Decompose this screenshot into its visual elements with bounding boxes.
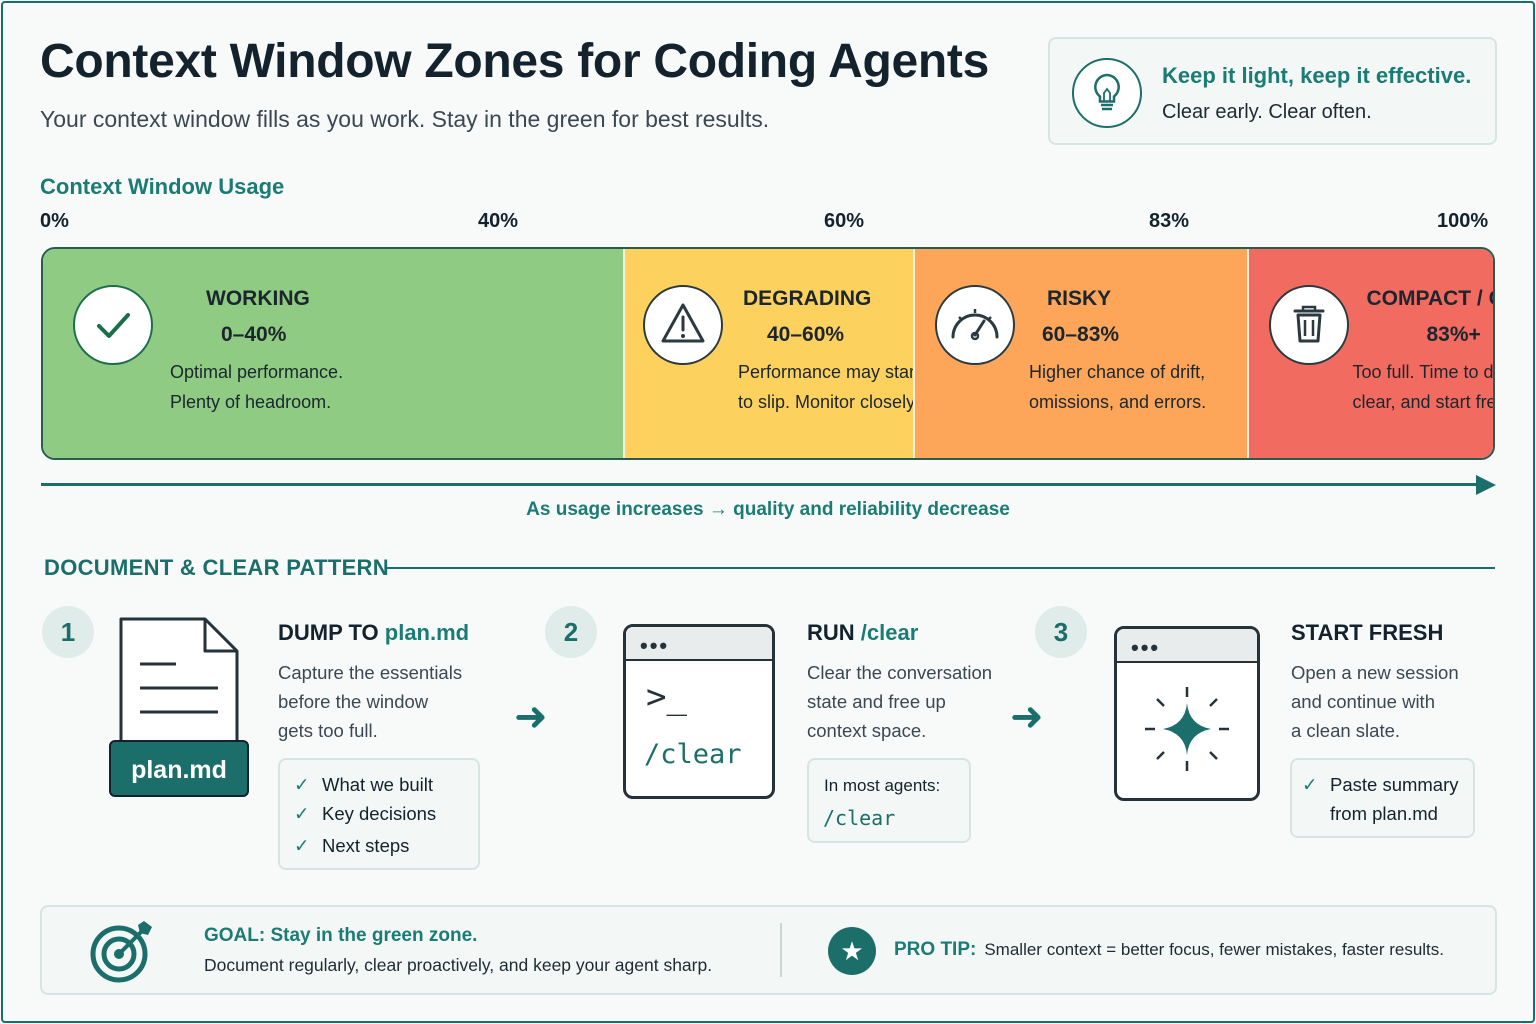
tick-label-40: 40% (478, 210, 519, 232)
zone-range: 0–40% (221, 323, 287, 346)
goal-text: Document regularly, clear proactively, a… (204, 955, 713, 975)
check-icon: ✓ (294, 803, 310, 824)
step-title-1: DUMP TO plan.md (278, 620, 470, 645)
step-number-3: 3 (1035, 606, 1087, 658)
zone-description: Performance may start to slip. Monitor cl… (738, 362, 921, 412)
terminal-prompt: >_ (646, 677, 687, 717)
checklist-item: ✓ Paste summary (1302, 774, 1459, 795)
page-subtitle: Your context window fills as you work. S… (40, 106, 770, 132)
check-icon: ✓ (294, 835, 310, 856)
section-divider (385, 567, 1495, 569)
tip-title: Keep it light, keep it effective. (1162, 63, 1472, 88)
step-description-3: Open a new session and continue with a cle… (1291, 662, 1459, 741)
checklist-item: ✓ What we built (294, 774, 434, 795)
zone-range: 40–60% (767, 323, 845, 346)
new-session-icon: ••• (1114, 626, 1260, 801)
tick-label-60: 60% (824, 210, 865, 232)
pro-tip: PRO TIP: Smaller context = better focus, … (894, 939, 1444, 961)
terminal-command: /clear (644, 739, 742, 770)
command-hint-card: In most agents: /clear (807, 758, 971, 843)
trend-caption: As usage increases → quality and reliabi… (526, 499, 1010, 520)
checklist-card: ✓ What we built ✓ Key decisions ✓ Next step… (278, 758, 480, 870)
zone-compact-clear: COMPACT / CLEAR 83%+ Too full. Time to d… (1246, 249, 1495, 458)
check-icon: ✓ (294, 774, 310, 795)
zone-description: Too full. Time to document,clear, and st… (1352, 362, 1495, 412)
zone-working: WORKING 0–40% Optimal performance. Plenty… (43, 249, 623, 458)
step-description-1: Capture the essentials before the window g… (278, 662, 463, 741)
footer-banner: GOAL: Stay in the green zone. Document r… (40, 905, 1497, 995)
checklist-item: ✓ Next steps (294, 835, 410, 856)
arrow-right-icon (1476, 475, 1496, 495)
warning-icon (643, 285, 723, 365)
tip-card: Keep it light, keep it effective. Clear … (1048, 37, 1497, 145)
lightbulb-icon (1072, 58, 1142, 128)
sparkle-icon (1145, 687, 1229, 771)
checkmark-icon (73, 285, 153, 365)
footer-divider (780, 923, 782, 977)
target-icon (88, 919, 154, 985)
checklist-item-continued: from plan.md (1330, 803, 1438, 824)
zone-degrading: DEGRADING 40–60% Performance may start to… (623, 249, 920, 458)
checklist-item: ✓ Key decisions (294, 803, 437, 824)
page-title: Context Window Zones for Coding Agents (40, 35, 989, 88)
zone-description: Optimal performance. Plenty of headroom. (170, 362, 344, 412)
step-title-2: RUN /clear (807, 620, 919, 645)
zone-description: Higher chance of drift, omissions, and er… (1029, 362, 1207, 412)
hint-code: /clear (823, 806, 896, 830)
hint-label: In most agents: (824, 776, 941, 795)
pro-tip-text: Smaller context = better focus, fewer mi… (984, 940, 1444, 959)
zone-name: RISKY (1047, 287, 1112, 310)
goal-title: GOAL: Stay in the green zone. (204, 925, 478, 946)
zone-range: 83%+ (1426, 323, 1481, 346)
zone-bar: WORKING 0–40% Optimal performance. Plenty… (41, 247, 1495, 460)
pro-tip-label: PRO TIP: (894, 939, 977, 960)
step-number-2: 2 (545, 606, 597, 658)
trash-icon (1268, 285, 1349, 365)
step-number-1: 1 (42, 606, 94, 658)
step-title-3: START FRESH (1291, 620, 1444, 645)
arrow-right-icon: ➜ (1010, 695, 1044, 739)
zone-range: 60–83% (1042, 323, 1120, 346)
tip-text: Clear early. Clear often. (1162, 101, 1372, 123)
zone-name: DEGRADING (743, 287, 872, 310)
zone-name: COMPACT / CLEAR (1366, 287, 1494, 310)
check-icon: ✓ (1302, 774, 1318, 795)
step-description-2: Clear the conversation state and free up c… (807, 662, 993, 741)
tick-label-100: 100% (1437, 210, 1489, 232)
star-icon: ★ (828, 927, 876, 975)
checklist-card: ✓ Paste summary from plan.md (1290, 758, 1475, 838)
trend-arrow-line (41, 483, 1481, 486)
zone-name: WORKING (206, 287, 310, 310)
tick-label-0: 0% (40, 210, 69, 232)
arrow-right-icon: ➜ (514, 695, 548, 739)
tick-label-83: 83% (1149, 210, 1190, 232)
gauge-icon (935, 285, 1015, 365)
terminal-icon: ••• >_ /clear (623, 624, 775, 799)
zone-risky: RISKY 60–83% Higher chance of drift, omis… (913, 249, 1247, 458)
usage-title: Context Window Usage (40, 174, 285, 199)
file-label: plan.md (109, 740, 249, 797)
section-title: DOCUMENT & CLEAR PATTERN (44, 555, 389, 580)
document-icon (118, 616, 240, 766)
